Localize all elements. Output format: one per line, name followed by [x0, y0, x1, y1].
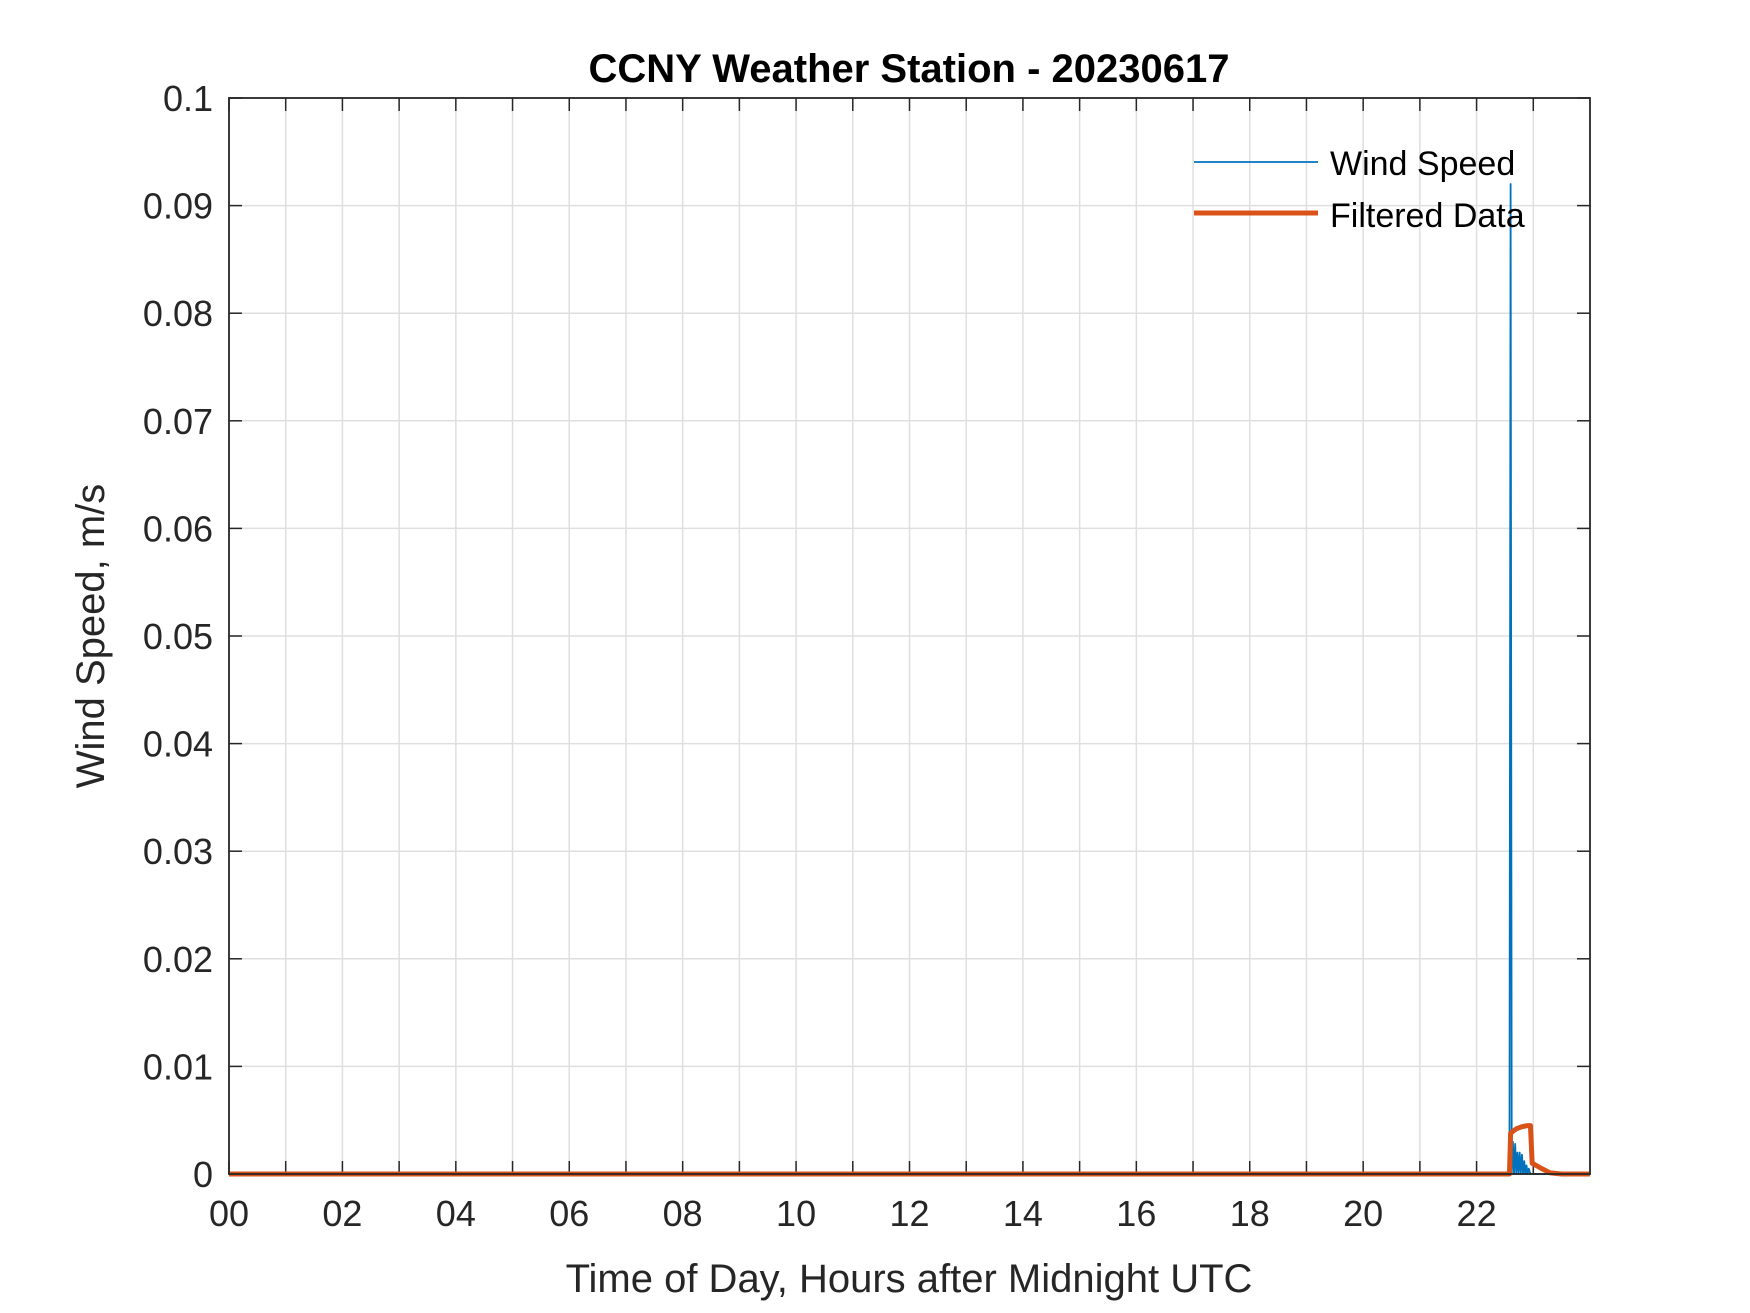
chart-title: CCNY Weather Station - 20230617 — [589, 47, 1230, 91]
y-tick-label: 0.01 — [143, 1046, 213, 1087]
x-tick-label: 08 — [663, 1193, 703, 1234]
x-axis-label: Time of Day, Hours after Midnight UTC — [566, 1257, 1253, 1301]
y-tick-label: 0.07 — [143, 401, 213, 442]
x-tick-label: 12 — [889, 1193, 929, 1234]
x-tick-labels: 00 02 04 06 08 10 12 14 16 18 20 22 — [209, 1193, 1497, 1234]
x-tick-label: 06 — [549, 1193, 589, 1234]
legend: Wind Speed Filtered Data — [1194, 145, 1525, 235]
y-tick-label: 0.05 — [143, 616, 213, 657]
x-tick-label: 16 — [1116, 1193, 1156, 1234]
x-tick-label: 20 — [1343, 1193, 1383, 1234]
y-axis-label: Wind Speed, m/s — [69, 484, 113, 789]
axes-frame — [228, 97, 1591, 1175]
series-area — [229, 183, 1590, 1177]
y-tick-label: 0.08 — [143, 293, 213, 334]
x-tick-label: 18 — [1230, 1193, 1270, 1234]
filtered-data-line — [229, 1123, 1590, 1177]
grid — [229, 98, 1590, 1174]
x-tick-label: 02 — [322, 1193, 362, 1234]
x-tick-label: 22 — [1457, 1193, 1497, 1234]
y-tick-label: 0 — [193, 1154, 213, 1195]
y-tick-label: 0.1 — [163, 78, 213, 119]
x-tick-label: 00 — [209, 1193, 249, 1234]
x-tick-label: 10 — [776, 1193, 816, 1234]
legend-label-filtered-data: Filtered Data — [1330, 197, 1525, 235]
y-tick-label: 0.04 — [143, 724, 213, 765]
legend-label-wind-speed: Wind Speed — [1330, 145, 1515, 183]
y-tick-label: 0.06 — [143, 508, 213, 549]
y-tick-label: 0.09 — [143, 186, 213, 227]
x-tick-label: 04 — [436, 1193, 476, 1234]
x-tick-label: 14 — [1003, 1193, 1043, 1234]
y-tick-label: 0.02 — [143, 939, 213, 980]
y-tick-label: 0.03 — [143, 831, 213, 872]
y-tick-labels: 0 0.01 0.02 0.03 0.04 0.05 0.06 0.07 0.08 0.09 0.1 — [143, 78, 213, 1195]
